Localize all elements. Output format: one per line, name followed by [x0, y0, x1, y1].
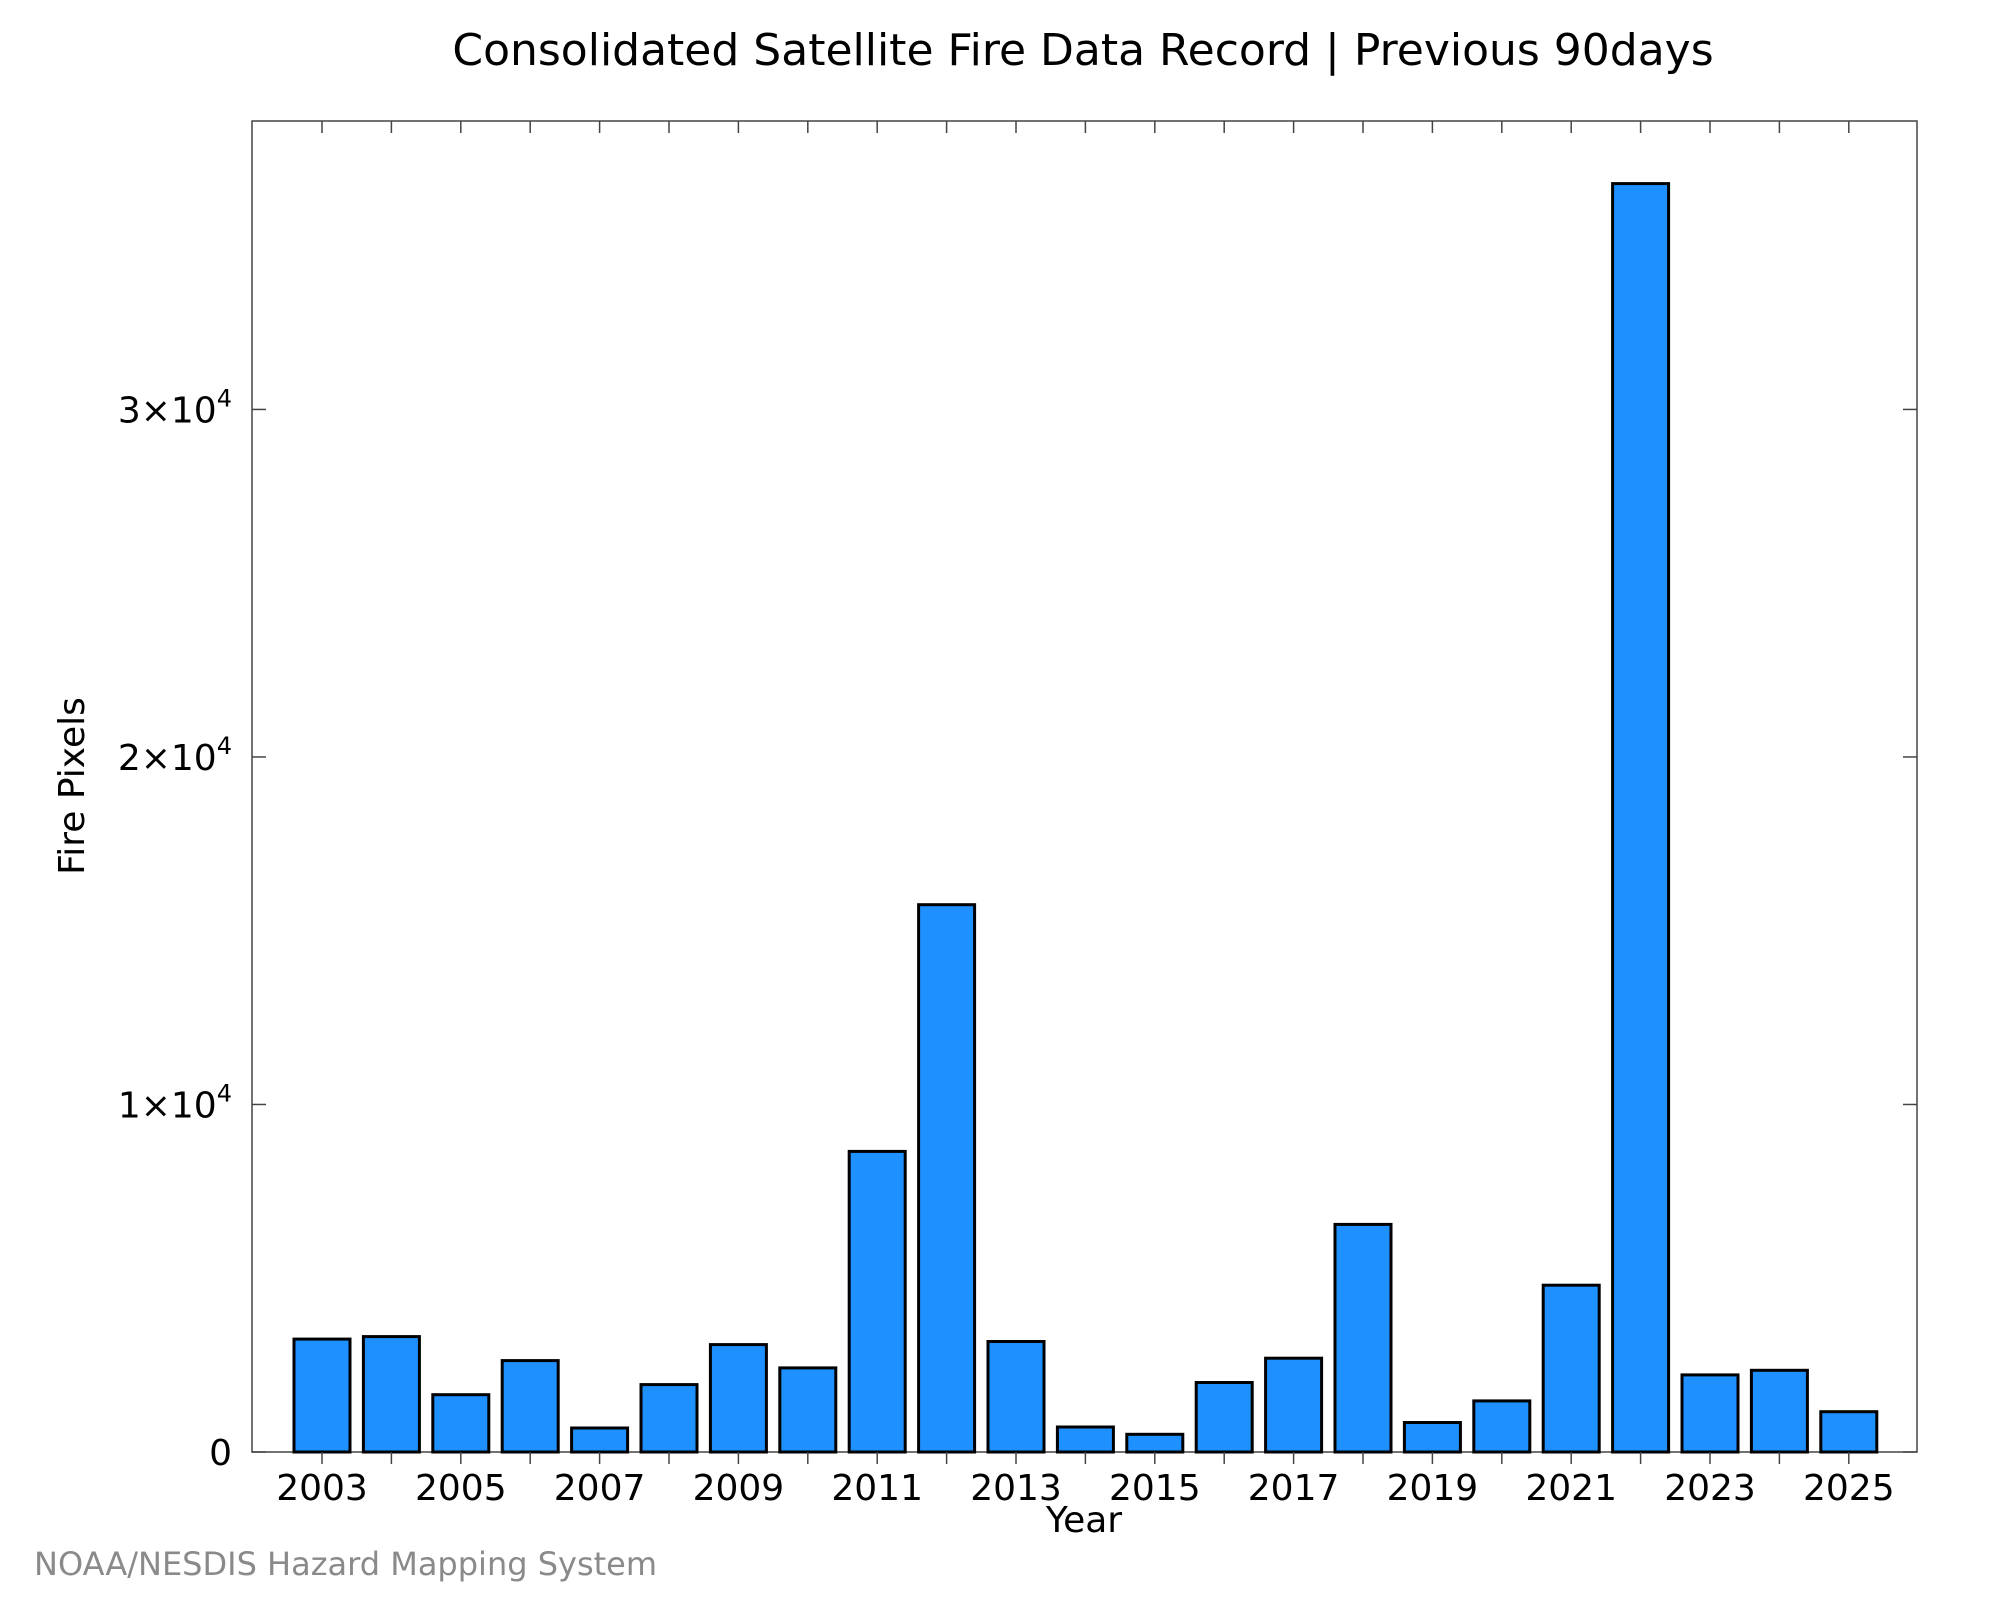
- y-tick-label: 3×104: [118, 384, 232, 431]
- bar-2015: [1125, 1432, 1185, 1454]
- bar-2010: [778, 1366, 838, 1454]
- bar-2025: [1819, 1410, 1879, 1454]
- x-tick-label: 2017: [1248, 1468, 1340, 1509]
- bar-2007: [570, 1426, 630, 1454]
- bar-2021: [1541, 1283, 1601, 1454]
- x-tick-label: 2015: [1109, 1468, 1201, 1509]
- x-tick-label: 2021: [1525, 1468, 1617, 1509]
- bar-2013: [986, 1340, 1046, 1454]
- chart-title: Consolidated Satellite Fire Data Record …: [452, 25, 1713, 76]
- bar-2016: [1194, 1381, 1254, 1454]
- bar-2003: [292, 1337, 352, 1454]
- bar-group: [292, 182, 1879, 1454]
- x-tick-label: 2007: [554, 1468, 646, 1509]
- y-tick-label: 2×104: [118, 732, 232, 779]
- bar-2020: [1472, 1399, 1532, 1454]
- x-axis-ticks: 2003 2005 2007 2009 2011 2013 2015 2017 2019 2021…: [276, 121, 1895, 1509]
- bar-2023: [1680, 1373, 1740, 1454]
- bar-2022: [1611, 182, 1671, 1454]
- x-tick-label: 2009: [693, 1468, 785, 1509]
- x-tick-label: 2013: [970, 1468, 1062, 1509]
- x-tick-label: 2019: [1387, 1468, 1479, 1509]
- y-tick-label: 0: [209, 1433, 232, 1474]
- bar-2024: [1749, 1368, 1809, 1454]
- x-tick-label: 2025: [1803, 1468, 1895, 1509]
- x-tick-label: 2023: [1664, 1468, 1756, 1509]
- bar-2012: [917, 903, 977, 1454]
- bar-2004: [361, 1335, 421, 1454]
- bar-2008: [639, 1383, 699, 1454]
- bar-2011: [847, 1149, 907, 1454]
- x-tick-label: 2003: [276, 1468, 368, 1509]
- y-axis-ticks: 0 1×104 2×104 3×104: [118, 384, 1917, 1474]
- y-axis-label: Fire Pixels: [52, 697, 93, 875]
- bar-2014: [1055, 1425, 1115, 1454]
- bar-2005: [431, 1393, 491, 1454]
- bar-2017: [1264, 1356, 1324, 1454]
- bar-2006: [500, 1359, 560, 1454]
- x-tick-label: 2011: [831, 1468, 923, 1509]
- bar-2019: [1402, 1421, 1462, 1454]
- y-tick-label: 1×104: [118, 1079, 232, 1126]
- bar-2009: [708, 1343, 768, 1454]
- x-tick-label: 2005: [415, 1468, 507, 1509]
- credit-text: NOAA/NESDIS Hazard Mapping System: [34, 1545, 657, 1583]
- x-axis-label: Year: [1045, 1500, 1122, 1541]
- bar-2018: [1333, 1222, 1393, 1454]
